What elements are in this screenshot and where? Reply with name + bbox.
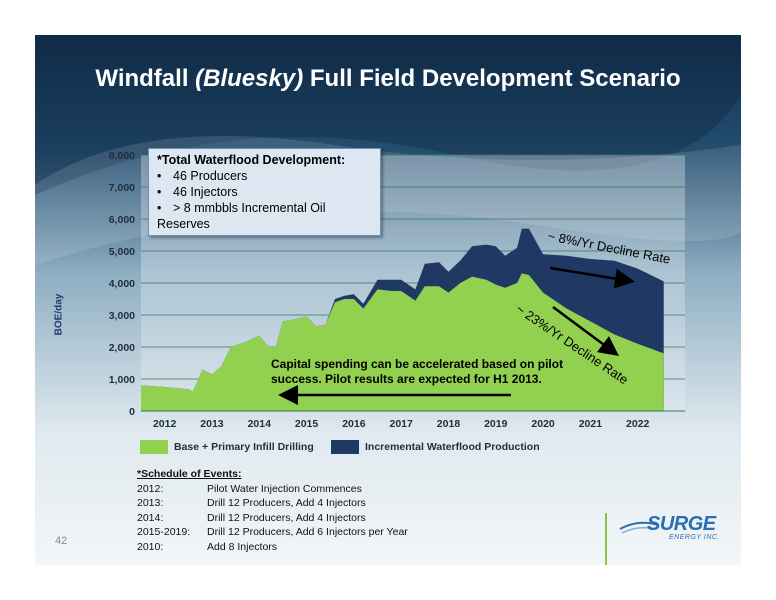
y-axis-label: BOE/day [53,293,65,336]
schedule-heading: *Schedule of Events: [137,468,242,480]
schedule-row: 2013: Drill 12 Producers, Add 4 Injectors [137,497,366,509]
page-title: Windfall (Bluesky) Full Field Developmen… [95,65,681,92]
callout-item: • 46 Producers [157,169,248,183]
x-tick-label: 2017 [389,418,413,430]
x-tick-label: 2012 [153,418,177,430]
schedule-row: 2012: Pilot Water Injection Commences [137,482,362,495]
y-tick-label: 1,000 [109,374,135,386]
decline-8-arrow [549,266,635,289]
x-tick-label: 2016 [342,418,366,430]
legend-swatch-incremental [331,440,359,454]
logo-word: SURGE [647,513,716,535]
waterflood-callout: *Total Waterflood Development: • 46 Produ… [148,148,381,236]
x-tick-label: 2014 [248,418,272,430]
logo-subtitle: ENERGY INC. [669,534,720,541]
decline-23-arrow [552,305,620,356]
x-tick-label: 2019 [484,418,508,430]
x-tick-label: 2013 [200,418,224,430]
y-tick-label: 3,000 [109,310,135,322]
series-base-area [141,273,664,411]
x-tick-label: 2015 [295,418,319,430]
y-tick-label: 7,000 [109,182,135,194]
y-tick-label: 0 [129,406,135,418]
capital-note: Capital spending can be accelerated base… [271,357,564,386]
schedule-row: 2010: Add 8 Injectors [137,540,278,553]
x-tick-label: 2020 [531,418,555,430]
callout-item: • 46 Injectors [157,185,238,199]
x-tick-label: 2022 [626,418,650,430]
y-tick-label: 8,000 [109,150,135,162]
page-number: 42 [55,535,68,547]
x-tick-label: 2018 [437,418,461,430]
schedule-row: 2014: Drill 12 Producers, Add 4 Injectors [137,511,366,524]
callout-heading: *Total Waterflood Development: [157,153,346,167]
y-tick-label: 2,000 [109,342,135,354]
legend-swatch-base [140,440,168,454]
footer-divider [605,513,607,565]
surge-logo-swoosh-icon [619,521,659,534]
y-tick-label: 6,000 [109,214,135,226]
chart: 0 1,000 2,000 3,000 4,000 5,000 6,000 7,000 8,00… [109,150,685,430]
y-tick-label: 4,000 [109,278,135,290]
schedule-row: 2015-2019: Drill 12 Producers, Add 6 Inje… [137,526,408,538]
legend-item-incremental: Incremental Waterflood Production [331,440,540,454]
legend-item-base: Base + Primary Infill Drilling [140,440,314,454]
x-tick-label: 2021 [579,418,603,430]
y-tick-label: 5,000 [109,246,135,258]
schedule-of-events: *Schedule of Events: 2012: Pilot Water In… [137,467,408,554]
slide: Windfall (Bluesky) Full Field Developmen… [35,35,741,565]
callout-item: • > 8 mmbbls Incremental Oil Reserves [157,201,326,231]
